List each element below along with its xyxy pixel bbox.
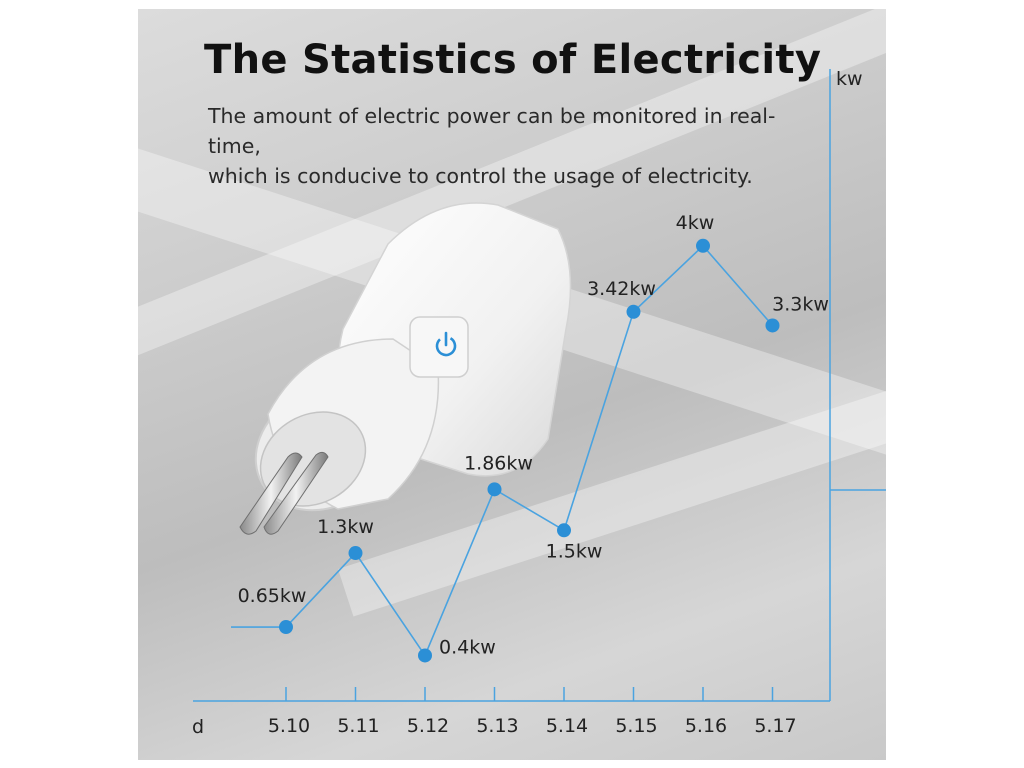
product-image-panel: The Statistics of Electricity The amount… (138, 9, 886, 760)
x-tick-label: 5.13 (476, 715, 518, 737)
page-subtitle: The amount of electric power can be moni… (208, 101, 828, 191)
data-label: 1.86kw (464, 452, 533, 474)
chart-labels: d kw 5.10 5.11 5.12 5.13 5.14 5.15 5.16 5.17 0.65k… (192, 68, 863, 738)
chart-axes (193, 69, 886, 702)
data-point (557, 523, 571, 538)
x-axis-label: d (192, 716, 204, 738)
x-tick-label: 5.15 (615, 715, 657, 737)
data-label: 1.5kw (546, 540, 603, 562)
data-point (348, 546, 363, 561)
x-tick-label: 5.17 (754, 715, 796, 737)
smart-plug-image (239, 202, 572, 535)
page-title: The Statistics of Electricity (204, 37, 822, 83)
data-label: 3.3kw (772, 293, 829, 315)
x-tick-label: 5.10 (268, 715, 310, 737)
data-label: 0.65kw (238, 585, 307, 607)
x-tick-label: 5.12 (407, 715, 449, 737)
x-tick-label: 5.14 (546, 715, 588, 737)
data-point (626, 304, 641, 319)
series-line (231, 244, 774, 658)
data-point (418, 648, 432, 663)
data-label: 0.4kw (439, 636, 496, 658)
data-point (279, 620, 293, 635)
data-point (696, 238, 710, 253)
y-axis-label: kw (836, 68, 863, 90)
subtitle-line: which is conducive to control the usage … (208, 164, 753, 188)
data-point (765, 318, 780, 333)
electricity-line-chart: d kw 5.10 5.11 5.12 5.13 5.14 5.15 5.16 5.17 0.65k… (192, 68, 886, 738)
chart-series (231, 238, 780, 663)
x-tick-label: 5.11 (337, 715, 379, 737)
subtitle-line: The amount of electric power can be moni… (208, 104, 776, 158)
data-point (487, 482, 502, 497)
power-icon (435, 331, 457, 357)
data-label: 1.3kw (317, 516, 374, 538)
data-label: 4kw (676, 212, 715, 234)
data-label: 3.42kw (587, 278, 656, 300)
x-tick-label: 5.16 (685, 715, 727, 737)
